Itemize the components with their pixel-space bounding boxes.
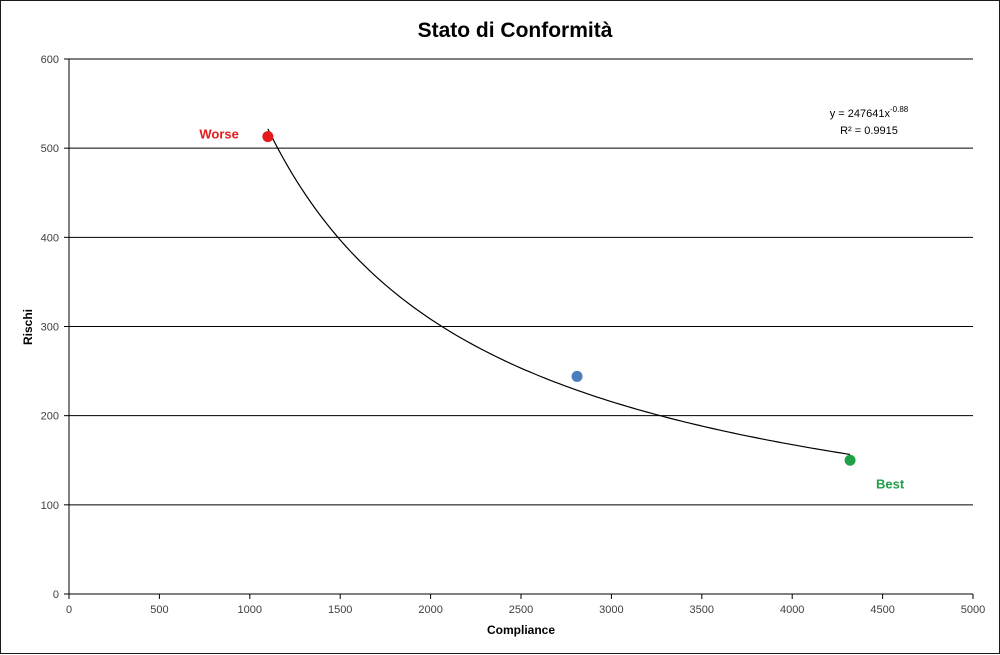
x-tick-label: 5000 <box>961 604 985 616</box>
data-point-2 <box>571 370 583 382</box>
x-tick-label: 3500 <box>690 604 714 616</box>
axes <box>64 58 974 599</box>
y-tick-label: 400 <box>41 232 59 244</box>
x-tick-labels: 0 500 1000 1500 2000 2500 3000 3500 4000 4500 5000 <box>66 604 985 616</box>
trendline-equation-base: y = 247641x <box>830 108 891 120</box>
y-tick-labels: 0 100 200 300 400 500 600 <box>41 54 59 601</box>
x-tick-label: 500 <box>150 604 168 616</box>
x-tick-label: 0 <box>66 604 72 616</box>
x-tick-label: 3000 <box>599 604 623 616</box>
x-tick-label: 1000 <box>238 604 262 616</box>
y-tick-label: 200 <box>41 411 59 423</box>
point-label-best: Best <box>876 476 905 491</box>
y-tick-label: 100 <box>41 500 59 512</box>
x-tick-label: 4000 <box>780 604 804 616</box>
x-tick-label: 2500 <box>509 604 533 616</box>
trendline-equation-exponent: -0.88 <box>890 105 909 114</box>
gridlines <box>69 58 973 506</box>
x-tick-label: 1500 <box>328 604 352 616</box>
data-point-3 <box>844 454 856 466</box>
y-axis-title: Rischi <box>21 309 35 345</box>
y-tick-label: 0 <box>53 589 59 601</box>
data-point-1 <box>262 131 274 143</box>
x-tick-label: 4500 <box>870 604 894 616</box>
y-tick-label: 600 <box>41 54 59 66</box>
power-trendline <box>267 128 851 456</box>
data-points <box>262 131 856 466</box>
x-tick-label: 2000 <box>418 604 442 616</box>
y-tick-label: 500 <box>41 143 59 155</box>
point-label-worse: Worse <box>199 127 239 142</box>
trendline-r-squared: R² = 0.9915 <box>840 125 898 137</box>
chart-title: Stato di Conformità <box>418 19 613 42</box>
point-labels: Worse Best <box>199 127 905 492</box>
x-axis-title: Compliance <box>487 623 555 637</box>
y-tick-label: 300 <box>41 322 59 334</box>
trendline-equation: y = 247641x-0.88 <box>830 105 909 120</box>
